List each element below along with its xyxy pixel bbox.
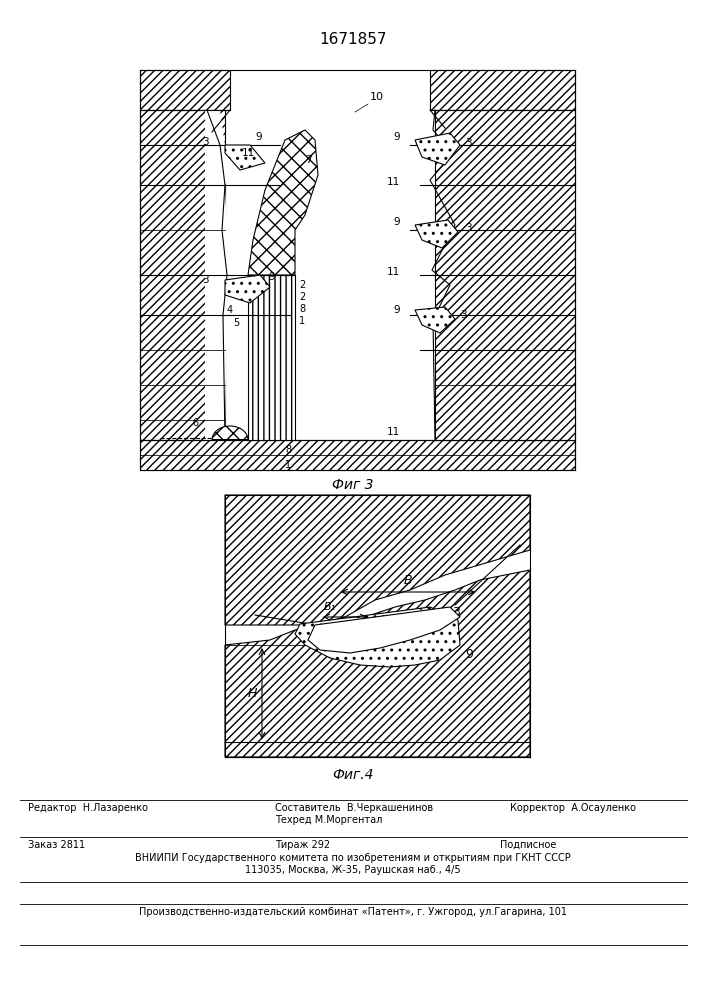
- Polygon shape: [140, 440, 575, 470]
- Text: 9: 9: [393, 305, 400, 315]
- Polygon shape: [205, 110, 260, 440]
- Text: 2: 2: [299, 292, 305, 302]
- Text: 7: 7: [305, 155, 312, 165]
- Text: 11: 11: [242, 148, 255, 158]
- Text: Составитель  В.Черкашенинов: Составитель В.Черкашенинов: [275, 803, 433, 813]
- Text: B: B: [404, 574, 412, 587]
- Polygon shape: [295, 607, 460, 667]
- Text: 3: 3: [465, 138, 472, 148]
- Polygon shape: [140, 70, 230, 110]
- Text: Фиг.4: Фиг.4: [332, 768, 374, 782]
- Text: H: H: [247, 687, 257, 700]
- Text: Техред М.Моргентал: Техред М.Моргентал: [275, 815, 382, 825]
- Polygon shape: [248, 275, 295, 440]
- Text: Производственно-издательский комбинат «Патент», г. Ужгород, ул.Гагарина, 101: Производственно-издательский комбинат «П…: [139, 907, 567, 917]
- Text: 113035, Москва, Ж-35, Раушская наб., 4/5: 113035, Москва, Ж-35, Раушская наб., 4/5: [245, 865, 461, 875]
- Text: 3: 3: [452, 605, 460, 618]
- Polygon shape: [415, 307, 455, 333]
- Polygon shape: [415, 220, 458, 248]
- Text: 9: 9: [255, 132, 262, 142]
- Polygon shape: [225, 275, 270, 303]
- Polygon shape: [248, 130, 318, 275]
- Text: Корректор  А.Осауленко: Корректор А.Осауленко: [510, 803, 636, 813]
- Polygon shape: [435, 110, 575, 440]
- Text: 11: 11: [387, 177, 400, 187]
- Polygon shape: [308, 607, 460, 653]
- Polygon shape: [140, 110, 225, 440]
- Text: 6: 6: [192, 418, 198, 428]
- Polygon shape: [225, 145, 265, 170]
- Text: 11: 11: [387, 427, 400, 437]
- Text: 5: 5: [233, 318, 239, 328]
- Text: Подписное: Подписное: [500, 840, 556, 850]
- Text: Тираж 292: Тираж 292: [275, 840, 330, 850]
- Text: 1671857: 1671857: [320, 32, 387, 47]
- Text: 2: 2: [299, 280, 305, 290]
- Text: 8: 8: [299, 304, 305, 314]
- Text: 8: 8: [285, 445, 291, 455]
- Polygon shape: [212, 426, 248, 440]
- Text: 9: 9: [268, 272, 274, 282]
- Text: 1: 1: [299, 316, 305, 326]
- Text: Заказ 2811: Заказ 2811: [28, 840, 85, 850]
- Polygon shape: [225, 495, 530, 625]
- Text: 4: 4: [227, 305, 233, 315]
- Text: 9: 9: [393, 217, 400, 227]
- Text: Фиг 3: Фиг 3: [332, 478, 374, 492]
- Text: 3: 3: [460, 310, 467, 320]
- Text: 3: 3: [201, 275, 209, 285]
- Text: B₁: B₁: [324, 602, 336, 612]
- Text: Редактор  Н.Лазаренко: Редактор Н.Лазаренко: [28, 803, 148, 813]
- Text: ВНИИПИ Государственного комитета по изобретениям и открытиям при ГКНТ СССР: ВНИИПИ Государственного комитета по изоб…: [135, 853, 571, 863]
- Polygon shape: [225, 570, 530, 757]
- Text: 9: 9: [393, 132, 400, 142]
- Text: 10: 10: [370, 92, 384, 102]
- Text: 3: 3: [201, 137, 209, 147]
- Polygon shape: [430, 70, 575, 110]
- Text: 9: 9: [465, 648, 473, 662]
- Text: 11: 11: [387, 267, 400, 277]
- Polygon shape: [415, 133, 460, 165]
- Text: 1: 1: [285, 460, 291, 470]
- Text: 3: 3: [465, 223, 472, 233]
